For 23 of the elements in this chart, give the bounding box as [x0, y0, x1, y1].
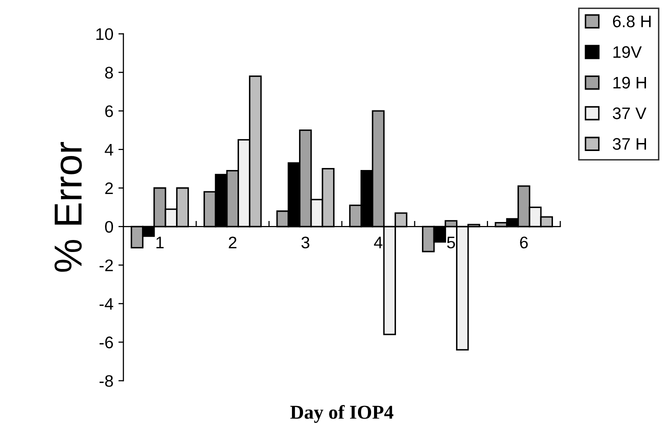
y-tick-label: -4	[100, 298, 114, 310]
y-tick-label: 6	[105, 105, 113, 118]
y-tick-label: -8	[100, 375, 113, 387]
y-tick-label: -6	[100, 336, 113, 348]
legend-label: 19 H	[613, 76, 646, 89]
x-tick-label: 5	[447, 236, 455, 248]
legend-label: 19V	[613, 46, 642, 58]
x-tick-label: 4	[374, 236, 382, 248]
x-tick-label: 6	[520, 236, 528, 248]
x-axis-title: Day of IOP4	[290, 404, 394, 423]
y-tick-label: 4	[104, 144, 114, 156]
legend-label: 6.8 H	[613, 16, 651, 28]
legend-label: 37 H	[612, 138, 646, 150]
y-tick-label: -2	[100, 259, 113, 272]
legend-label: 37 V	[612, 107, 646, 120]
y-tick-label: 2	[105, 182, 113, 194]
y-tick-label: 0	[105, 220, 114, 233]
x-tick-label: 2	[228, 236, 236, 248]
x-tick-label: 3	[301, 236, 310, 248]
y-tick-label: 10	[96, 28, 114, 40]
x-tick-label: 1	[156, 236, 164, 248]
y-axis-title: % Error	[54, 142, 82, 272]
y-tick-label: 8	[105, 66, 113, 79]
